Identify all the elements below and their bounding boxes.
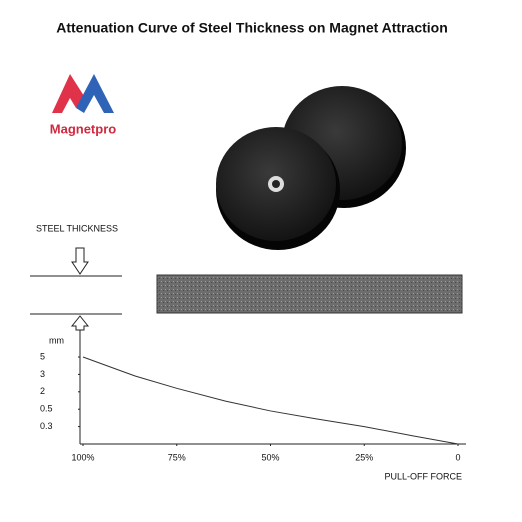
curve	[82, 356, 459, 445]
y-axis-label: mm	[49, 335, 64, 345]
y-tick-label: 5	[40, 351, 45, 361]
x-tick-label: 50%	[261, 452, 279, 462]
y-tick-label: 3	[40, 369, 45, 379]
y-tick-label: 2	[40, 386, 45, 396]
x-tick-label: 0	[455, 452, 460, 462]
y-tick-label: 0.5	[40, 404, 53, 414]
diagram-label: STEEL THICKNESS	[36, 223, 118, 233]
brand: Magnetpro	[50, 121, 117, 136]
axes	[79, 330, 466, 445]
x-tick-label: 25%	[355, 452, 373, 462]
magnets	[216, 86, 406, 250]
x-axis-label: PULL-OFF FORCE	[384, 471, 462, 481]
logo: Magnetpro	[50, 74, 117, 136]
x-tick-label: 100%	[71, 452, 94, 462]
x-tick-label: 75%	[168, 452, 186, 462]
steel-plate	[156, 274, 463, 314]
thickness-diagram	[30, 247, 122, 331]
y-tick-label: 0.3	[40, 421, 53, 431]
chart-title: Attenuation Curve of Steel Thickness on …	[56, 20, 448, 36]
